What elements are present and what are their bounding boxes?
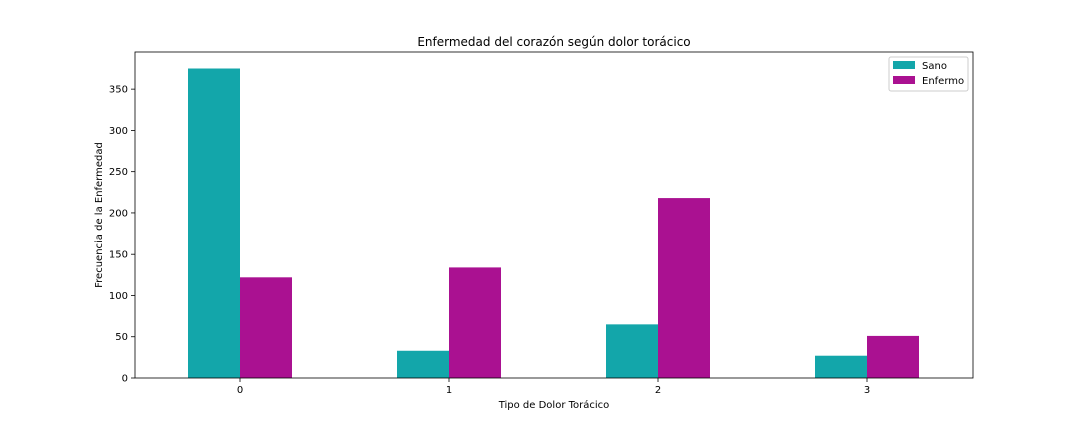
bar-enfermo-0 xyxy=(240,277,292,378)
bar-sano-1 xyxy=(397,350,449,378)
y-tick-label: 0 xyxy=(122,374,128,385)
y-tick-label: 250 xyxy=(109,167,128,178)
bar-enfermo-3 xyxy=(867,335,919,378)
x-tick-label: 1 xyxy=(446,385,452,396)
legend-label-sano: Sano xyxy=(922,61,947,72)
x-tick-label: 0 xyxy=(237,385,243,396)
y-tick-label: 50 xyxy=(115,332,128,343)
bars-group xyxy=(188,68,919,378)
y-tick-label: 150 xyxy=(109,250,128,261)
y-tick-label: 350 xyxy=(109,85,128,96)
bar-enfermo-2 xyxy=(658,198,710,378)
plot-area-frame xyxy=(134,51,974,379)
bar-sano-0 xyxy=(188,68,240,378)
x-tick-label: 2 xyxy=(655,385,661,396)
y-axis-label: Frecuencia de la Enfermedad xyxy=(94,142,105,288)
x-axis-label: Tipo de Dolor Torácico xyxy=(498,399,610,411)
bar-enfermo-1 xyxy=(449,267,501,378)
bar-sano-3 xyxy=(815,355,867,378)
legend-swatch-enfermo xyxy=(893,76,915,84)
legend: Sano Enfermo xyxy=(888,56,969,92)
legend-label-enfermo: Enfermo xyxy=(922,76,964,87)
chart-title: Enfermedad del corazón según dolor torác… xyxy=(417,35,690,49)
y-tick-label: 300 xyxy=(109,126,128,137)
legend-swatch-sano xyxy=(893,61,915,69)
bar-sano-2 xyxy=(606,324,658,378)
y-tick-label: 200 xyxy=(109,208,128,219)
x-axis: 0 1 2 3 xyxy=(237,378,870,396)
x-tick-label: 3 xyxy=(864,385,870,396)
y-axis: 0 50 100 150 200 250 300 350 xyxy=(109,85,135,385)
y-tick-label: 100 xyxy=(109,291,128,302)
